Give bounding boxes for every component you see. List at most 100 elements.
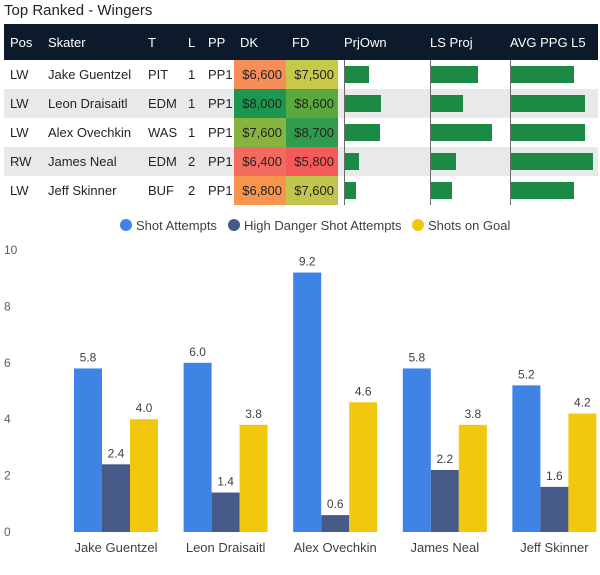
bar-1-2 xyxy=(321,515,350,532)
col-header-prjown[interactable]: PrjOwn xyxy=(344,34,387,50)
dk-salary-cell: $6,800 xyxy=(234,176,286,205)
prjown-bar xyxy=(345,182,356,199)
bar-2-3 xyxy=(458,424,487,532)
bar-0-0 xyxy=(74,368,102,532)
table-row[interactable]: LW Leon Draisaitl EDM 1 PP1 $8,000 $8,600 xyxy=(4,89,598,118)
bar-1-3 xyxy=(430,469,459,532)
avg-ppg-bar xyxy=(511,66,574,83)
y-tick-label: 4 xyxy=(4,412,11,426)
bar-0-3 xyxy=(402,368,431,532)
prjown-bar xyxy=(345,124,380,141)
data-label: 4.6 xyxy=(355,384,372,398)
team-cell: WAS xyxy=(148,125,178,140)
data-label: 1.6 xyxy=(546,469,563,483)
dk-salary-cell: $8,000 xyxy=(234,89,286,118)
col-header-ls-proj[interactable]: LS Proj xyxy=(430,34,473,50)
prjown-bar-cell xyxy=(338,147,424,176)
col-header-fd[interactable]: FD xyxy=(292,34,310,50)
data-label: 2.4 xyxy=(108,446,125,460)
bar-2-4 xyxy=(568,413,597,532)
pos-cell: RW xyxy=(10,154,32,169)
col-header-pp[interactable]: PP xyxy=(208,34,226,50)
avg-ppg-bar xyxy=(511,95,585,112)
prjown-bar xyxy=(345,95,381,112)
data-label: 3.8 xyxy=(245,407,262,421)
x-tick-label: Alex Ovechkin xyxy=(294,540,377,555)
line-cell: 1 xyxy=(188,125,196,140)
y-tick-label: 0 xyxy=(4,525,11,539)
pos-cell: LW xyxy=(10,125,29,140)
skater-cell: Leon Draisaitl xyxy=(48,96,128,111)
table-row[interactable]: LW Jake Guentzel PIT 1 PP1 $6,600 $7,500 xyxy=(4,60,598,89)
table-row[interactable]: LW Jeff Skinner BUF 2 PP1 $6,800 $7,600 xyxy=(4,176,598,205)
col-header-dk[interactable]: DK xyxy=(240,34,259,50)
data-label: 2.2 xyxy=(436,452,453,466)
dk-salary-cell: $6,600 xyxy=(234,60,286,89)
col-header-pos[interactable]: Pos xyxy=(10,34,33,50)
data-label: 4.0 xyxy=(136,401,153,415)
skater-cell: Alex Ovechkin xyxy=(48,125,132,140)
ls-proj-bar xyxy=(431,66,478,83)
bar-1-0 xyxy=(102,464,130,532)
x-tick-label: Jake Guentzel xyxy=(74,540,157,555)
data-label: 3.8 xyxy=(464,407,481,421)
avg-ppg-bar-cell xyxy=(504,176,598,205)
legend-label-0: Shot Attempts xyxy=(136,218,217,233)
col-header-team[interactable]: T xyxy=(148,34,156,50)
wingers-table: Pos Skater T L PP DK FD PrjOwn LS Proj A… xyxy=(4,24,598,205)
table-row[interactable]: RW James Neal EDM 2 PP1 $6,400 $5,800 xyxy=(4,147,598,176)
ls-proj-bar-cell xyxy=(424,89,504,118)
ls-proj-bar-cell xyxy=(424,176,504,205)
y-tick-label: 2 xyxy=(4,469,11,483)
fd-salary-cell: $7,500 xyxy=(286,60,338,89)
pp-cell: PP1 xyxy=(208,125,233,140)
ls-proj-bar-cell xyxy=(424,118,504,147)
team-cell: BUF xyxy=(148,183,174,198)
pp-cell: PP1 xyxy=(208,183,233,198)
line-cell: 2 xyxy=(188,154,196,169)
prjown-bar xyxy=(345,66,369,83)
prjown-bar-cell xyxy=(338,60,424,89)
skater-cell: Jeff Skinner xyxy=(48,183,117,198)
data-label: 5.2 xyxy=(518,367,535,381)
data-label: 4.2 xyxy=(574,396,591,410)
avg-ppg-bar-cell xyxy=(504,89,598,118)
col-header-skater[interactable]: Skater xyxy=(48,34,86,50)
line-cell: 1 xyxy=(188,96,196,111)
y-tick-label: 8 xyxy=(4,299,11,313)
bar-2-2 xyxy=(349,402,378,532)
pos-cell: LW xyxy=(10,96,29,111)
ls-proj-bar xyxy=(431,182,452,199)
legend-marker-1 xyxy=(228,219,240,231)
data-label: 5.8 xyxy=(80,350,97,364)
legend-label-2: Shots on Goal xyxy=(428,218,510,233)
team-cell: EDM xyxy=(148,154,177,169)
fd-salary-cell: $7,600 xyxy=(286,176,338,205)
ls-proj-bar xyxy=(431,124,492,141)
pp-cell: PP1 xyxy=(208,154,233,169)
fd-salary-cell: $8,700 xyxy=(286,118,338,147)
skater-cell: Jake Guentzel xyxy=(48,67,132,82)
bar-1-4 xyxy=(540,486,569,532)
data-label: 0.6 xyxy=(327,497,344,511)
table-row[interactable]: LW Alex Ovechkin WAS 1 PP1 $7,600 $8,700 xyxy=(4,118,598,147)
pos-cell: LW xyxy=(10,67,29,82)
team-cell: EDM xyxy=(148,96,177,111)
bar-0-2 xyxy=(293,272,322,532)
bar-2-0 xyxy=(130,419,158,532)
skater-cell: James Neal xyxy=(48,154,117,169)
data-label: 6.0 xyxy=(189,345,206,359)
prjown-bar-cell xyxy=(338,89,424,118)
legend-label-1: High Danger Shot Attempts xyxy=(244,218,402,233)
col-header-line[interactable]: L xyxy=(188,34,196,50)
data-label: 9.2 xyxy=(299,255,316,269)
line-cell: 1 xyxy=(188,67,196,82)
x-tick-label: James Neal xyxy=(410,540,479,555)
ls-proj-bar xyxy=(431,95,463,112)
legend-marker-2 xyxy=(412,219,424,231)
ls-proj-bar xyxy=(431,153,456,170)
ls-proj-bar-cell xyxy=(424,147,504,176)
shots-bar-chart: Shot Attempts High Danger Shot Attempts Sh… xyxy=(4,218,597,555)
col-header-avg-ppg[interactable]: AVG PPG L5 xyxy=(510,34,586,50)
x-tick-label: Jeff Skinner xyxy=(520,540,589,555)
